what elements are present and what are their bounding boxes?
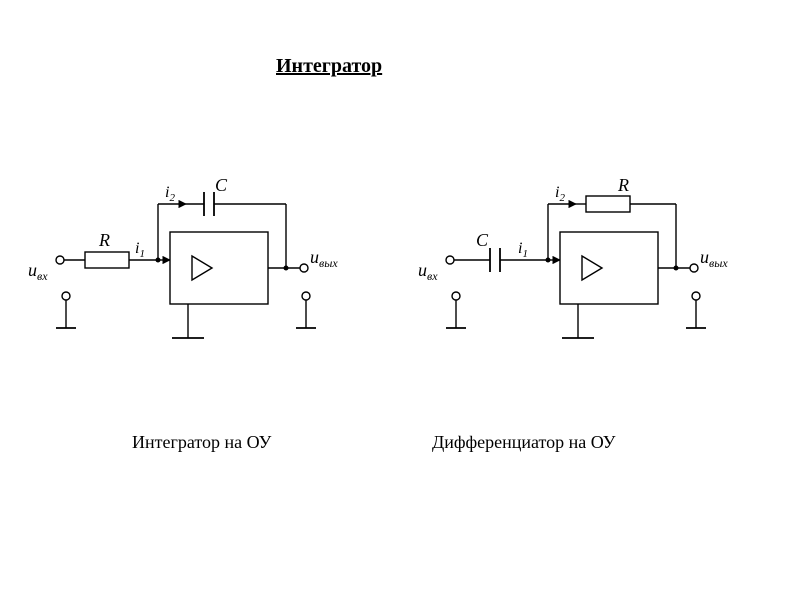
integrator-circuit: uвх R i1 i2 C uвых [28, 175, 338, 338]
label-uout-left: uвых [310, 247, 338, 270]
label-uin-right: uвх [418, 260, 438, 283]
terminal-output-left [300, 264, 308, 272]
schematic-canvas: uвх R i1 i2 C uвых [0, 0, 800, 600]
label-uin-left: uвх [28, 260, 48, 283]
terminal-input-right [446, 256, 454, 264]
terminal-ground-out-right [692, 292, 700, 300]
label-R-right: R [617, 175, 629, 195]
terminal-input-left [56, 256, 64, 264]
label-i1-left: i1 [135, 240, 145, 260]
label-i2-right: i2 [555, 184, 565, 204]
label-C-left: C [215, 175, 228, 195]
differentiator-circuit: uвх C i1 i2 R uвых [418, 175, 728, 338]
resistor-feedback-right [586, 196, 630, 212]
label-uout-right: uвых [700, 247, 728, 270]
terminal-ground-in-left [62, 292, 70, 300]
label-C-right: C [476, 230, 489, 250]
opamp-left [170, 232, 268, 304]
terminal-ground-in-right [452, 292, 460, 300]
resistor-input-left [85, 252, 129, 268]
label-i2-left: i2 [165, 184, 175, 204]
label-R-left: R [98, 230, 110, 250]
opamp-right [560, 232, 658, 304]
terminal-ground-out-left [302, 292, 310, 300]
label-i1-right: i1 [518, 240, 528, 260]
terminal-output-right [690, 264, 698, 272]
